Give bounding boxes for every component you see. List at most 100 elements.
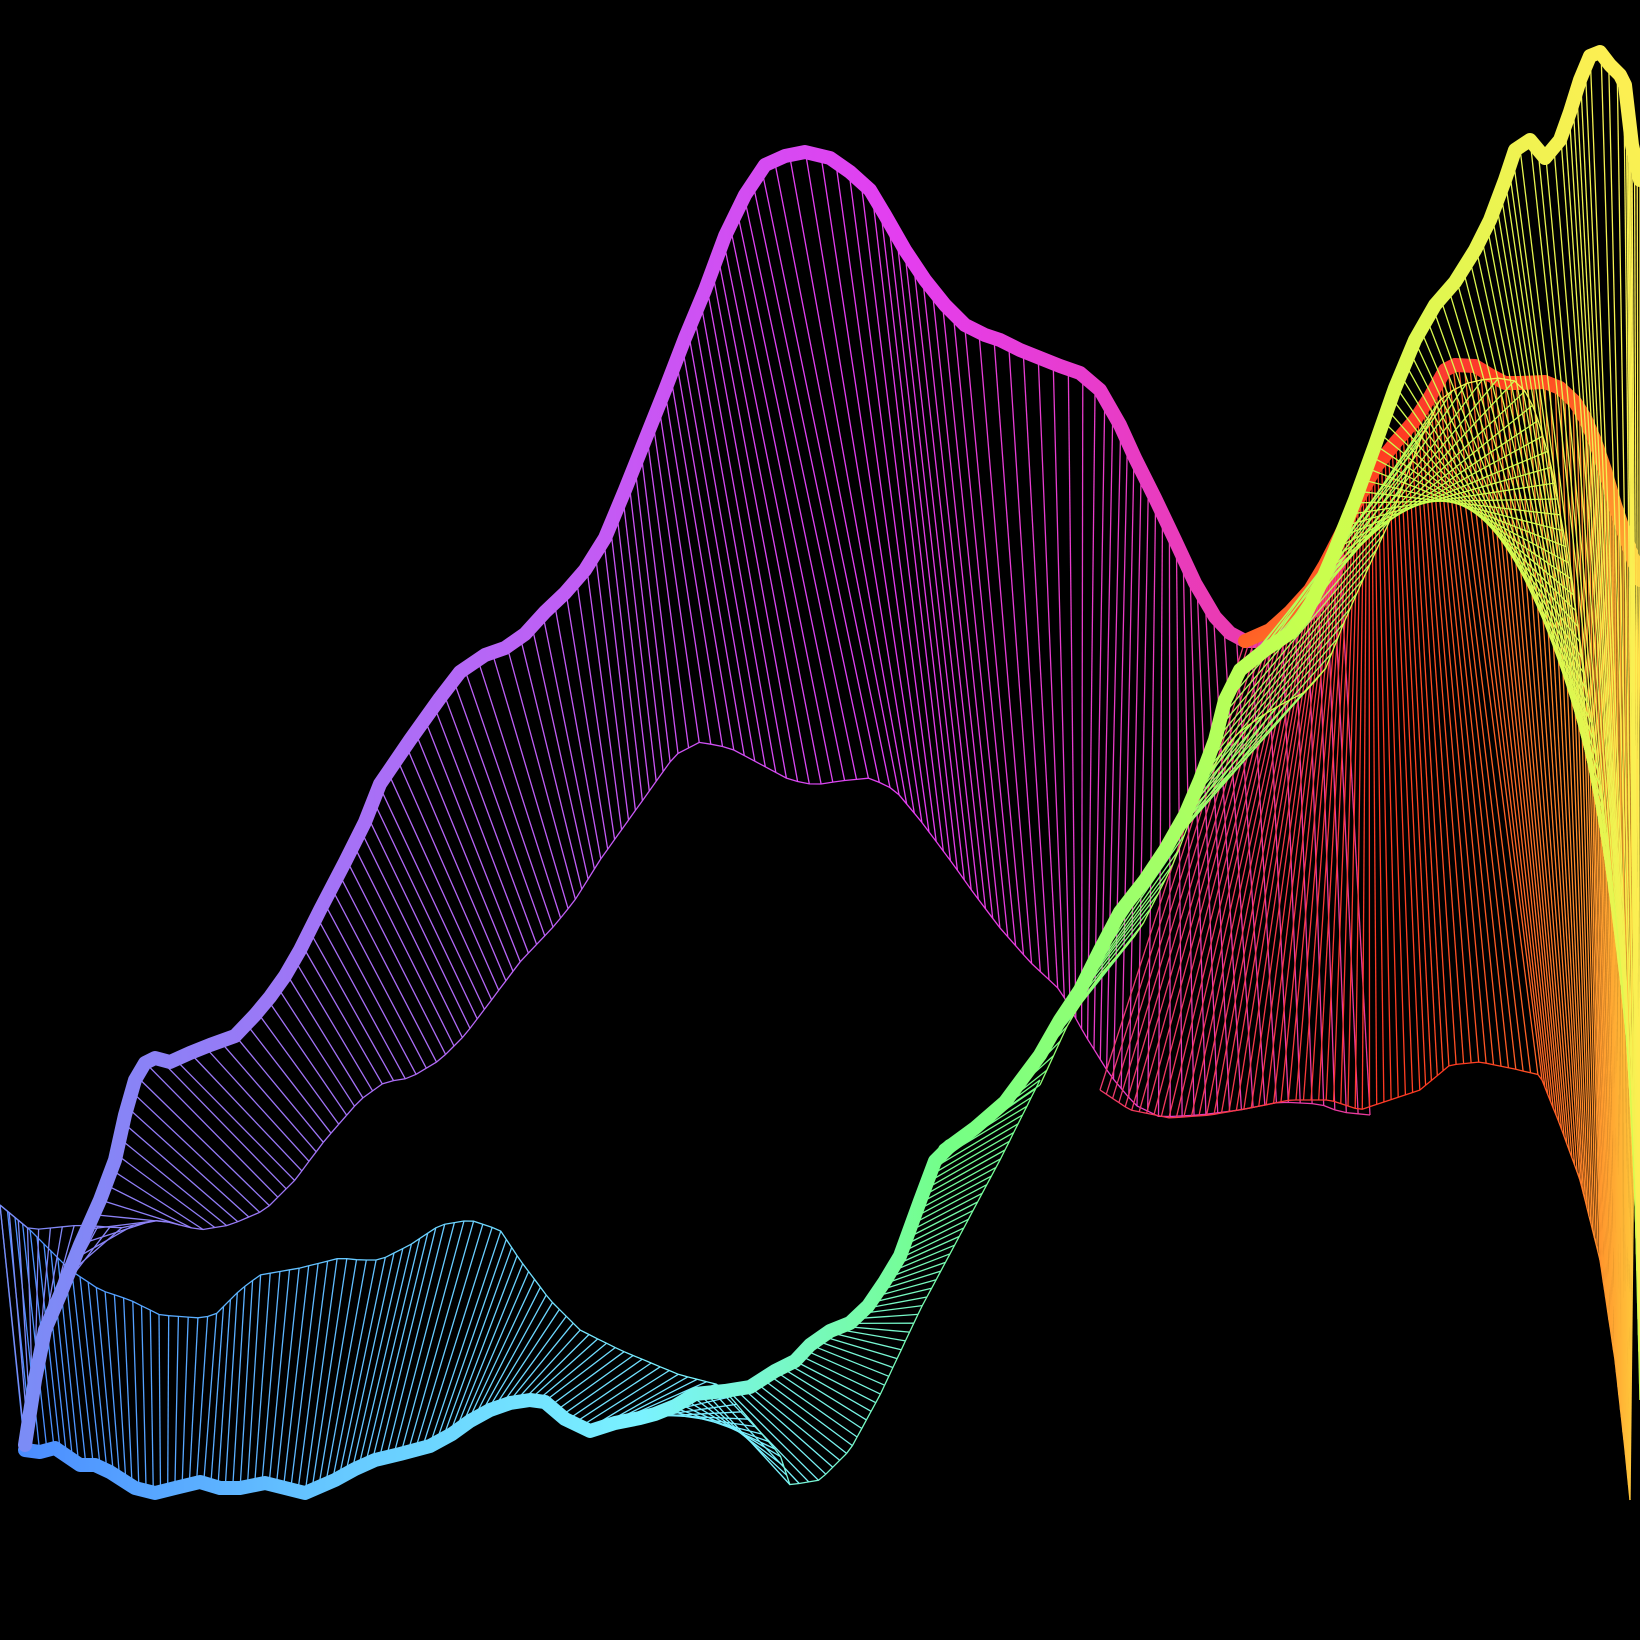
ribbon-thread [1608,63,1637,1239]
ribbon-thread [1515,382,1576,1165]
ribbon-thread [301,945,383,1085]
ribbon-thread [122,1122,239,1223]
ribbon-thread [822,1335,898,1360]
ribbon-thread [378,1227,437,1460]
ribbon-thread [1380,459,1399,1098]
ribbon-thread [1153,617,1285,1115]
ribbon-thread [1175,605,1297,1118]
ribbon-thread [743,196,870,779]
ribbon-thread [1191,622,1345,800]
ribbon-thread [1429,396,1495,1065]
ribbon-thread [921,1149,1006,1198]
ribbon-thread [372,800,478,1020]
ribbon-thread [396,758,500,991]
ribbon-thread [848,171,937,842]
red-orange-ribbon [1099,358,1640,1501]
ribbon-thread [699,300,788,779]
ribbon-thread [1584,67,1636,1190]
ribbon-thread [871,193,952,861]
ribbon-thread [8,1212,29,1430]
ribbon-thread [268,1269,291,1485]
ribbon-thread [304,1258,338,1493]
ribbon-thread [1402,433,1438,1076]
ribbon-thread [869,1287,932,1304]
ribbon-thread [901,1218,969,1254]
ribbon-thread [1549,383,1588,1209]
ribbon-thread [1228,574,1321,1112]
ribbon-thread [486,1302,554,1413]
ribbon-thread [1120,455,1135,1089]
ribbon-thread [926,1131,1015,1184]
ribbon-thread [1349,482,1555,516]
ribbon-thread [119,1138,228,1227]
ribbon-thread [514,1329,581,1403]
ribbon-thread [1575,404,1599,1253]
ribbon-thread [1633,155,1640,1368]
ribbon-thread [693,315,777,773]
ribbon-thread [742,1387,834,1468]
ribbon-thread [816,1339,894,1369]
ribbon-thread [519,637,583,890]
ribbon-thread [441,1247,513,1440]
ribbon-thread [0,1204,26,1446]
ribbon-thread [755,1382,847,1454]
ribbon-thread [104,1291,121,1479]
ribbon-thread [752,183,880,783]
ribbon-thread [285,973,364,1099]
ribbon-thread [528,1338,599,1401]
ribbon-thread [1118,633,1262,1103]
ribbon-thread [203,1313,218,1484]
ribbon-thread [1266,640,1289,1103]
ribbon-thread [131,1091,261,1213]
ribbon-thread [923,1140,1010,1191]
ribbon-thread [324,1259,367,1485]
ribbon-thread [913,1175,992,1219]
ribbon-thread [895,235,972,890]
ribbon-thread [405,745,507,982]
ribbon-thread [1586,423,1604,1283]
ribbon-thread [717,255,822,785]
ribbon-thread [628,480,664,772]
ribbon-thread [687,330,766,767]
ribbon-thread [71,1271,94,1466]
ribbon-thread [1527,382,1581,1180]
ribbon-thread [132,1301,140,1490]
ribbon-thread [542,614,596,870]
ribbon-thread [1344,466,1552,527]
ribbon-thread [1235,569,1323,1111]
ribbon-thread [466,1279,536,1424]
ribbon-thread [433,705,530,954]
ribbon-thread [781,1367,867,1421]
ribbon-thread [149,1310,154,1493]
ribbon-thread [918,1158,1001,1205]
ribbon-thread [903,249,979,900]
ribbon-thread [1168,680,1316,844]
ribbon-thread [506,1322,574,1405]
ribbon-thread [804,151,915,814]
ribbon-thread [929,1123,1019,1177]
ribbon-thread [1581,413,1602,1268]
ribbon-thread [931,288,1001,928]
ribbon-thread [835,161,930,833]
ribbon-thread [316,916,406,1080]
ribbon-thread [1168,528,1171,1117]
ribbon-thread [1563,392,1594,1231]
ribbon-thread [1636,167,1640,1384]
ribbon-thread [799,1355,881,1395]
ribbon-thread [224,1292,238,1489]
ribbon-thread [1361,483,1368,1110]
ribbon-thread [479,1294,547,1416]
ribbon-thread [675,360,745,756]
ribbon-thread [1591,434,1607,1298]
ribbon-thread [371,1233,429,1462]
ribbon-thread [499,1315,567,1407]
ribbon-thread [276,986,356,1107]
ribbon-thread [1310,518,1349,1101]
ribbon-thread [491,652,569,909]
ribbon-thread [136,1076,270,1207]
ribbon-thread [1340,498,1360,1104]
ribbon-lower-edge [0,1079,1041,1486]
ribbon-thread [553,602,602,860]
ribbon-thread [1579,78,1635,1174]
ribbon-thread [794,1360,877,1404]
